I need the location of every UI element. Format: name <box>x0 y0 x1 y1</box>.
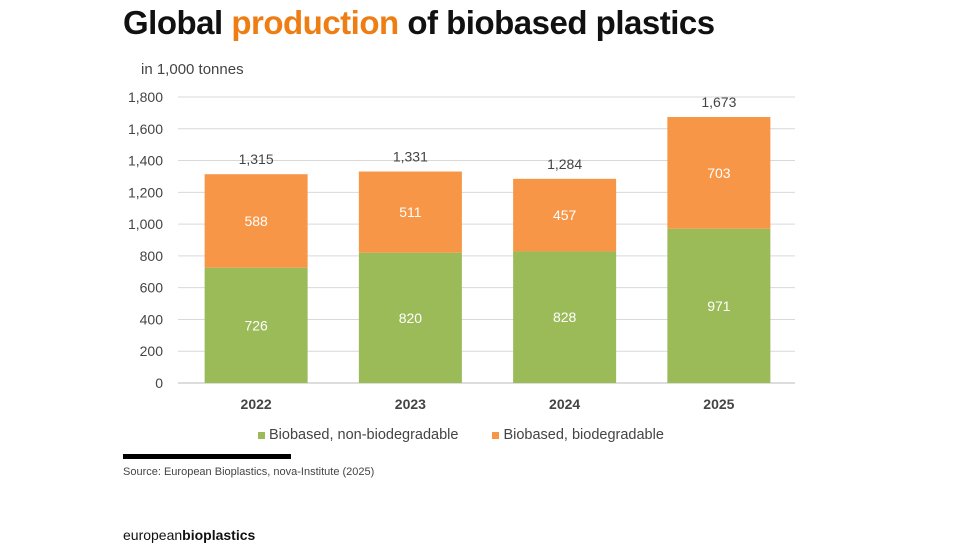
total-label: 1,673 <box>701 94 736 110</box>
bar-segment <box>358 171 462 253</box>
bar-segment <box>513 178 617 252</box>
data-label: 971 <box>707 298 731 314</box>
x-tick-label: 2023 <box>395 396 426 412</box>
y-tick-label: 1,400 <box>128 153 163 169</box>
divider <box>123 454 291 459</box>
bar-segment <box>667 117 771 229</box>
legend: Biobased, non-biodegradable Biobased, bi… <box>258 427 664 443</box>
y-tick-label: 0 <box>155 375 163 391</box>
y-tick-label: 1,600 <box>128 121 163 137</box>
legend-item-biodegradable: Biobased, biodegradable <box>492 427 664 443</box>
legend-swatch-orange <box>492 431 500 439</box>
source-note: Source: European Bioplastics, nova-Insti… <box>123 466 375 478</box>
x-tick-label: 2025 <box>703 396 734 412</box>
x-tick-label: 2022 <box>241 396 272 412</box>
logo: europeanbioplastics <box>123 527 256 543</box>
total-label: 1,331 <box>393 149 428 165</box>
data-label: 820 <box>399 310 423 326</box>
bar-segment <box>513 251 617 383</box>
x-tick-label: 2024 <box>549 396 580 412</box>
total-label: 1,315 <box>239 151 274 167</box>
data-label: 457 <box>553 207 577 223</box>
y-tick-label: 1,200 <box>128 184 163 200</box>
data-label: 828 <box>553 309 577 325</box>
y-tick-label: 400 <box>140 311 164 327</box>
legend-swatch-green <box>258 431 265 439</box>
unit-label: in 1,000 tonnes <box>141 61 244 78</box>
total-label: 1,284 <box>547 156 582 172</box>
stacked-bar-chart: 0 200 400 600 800 1,000 1,200 1,400 1,600 1,800 72… <box>128 89 795 412</box>
bar-segment <box>667 228 771 383</box>
bar-segment <box>204 174 308 268</box>
y-tick-label: 200 <box>140 343 164 359</box>
data-label: 511 <box>399 204 422 220</box>
bar-segment <box>204 267 308 383</box>
data-label: 588 <box>244 213 268 229</box>
legend-item-non-biodegradable: Biobased, non-biodegradable <box>258 427 458 443</box>
y-tick-label: 1,000 <box>128 216 163 232</box>
bar-segment <box>358 252 462 383</box>
data-label: 726 <box>244 317 268 333</box>
chart-title: Global production of biobased plastics <box>123 4 715 41</box>
y-tick-label: 1,800 <box>128 89 163 105</box>
y-tick-label: 600 <box>140 280 164 296</box>
y-tick-label: 800 <box>140 248 164 264</box>
data-label: 703 <box>707 165 731 181</box>
